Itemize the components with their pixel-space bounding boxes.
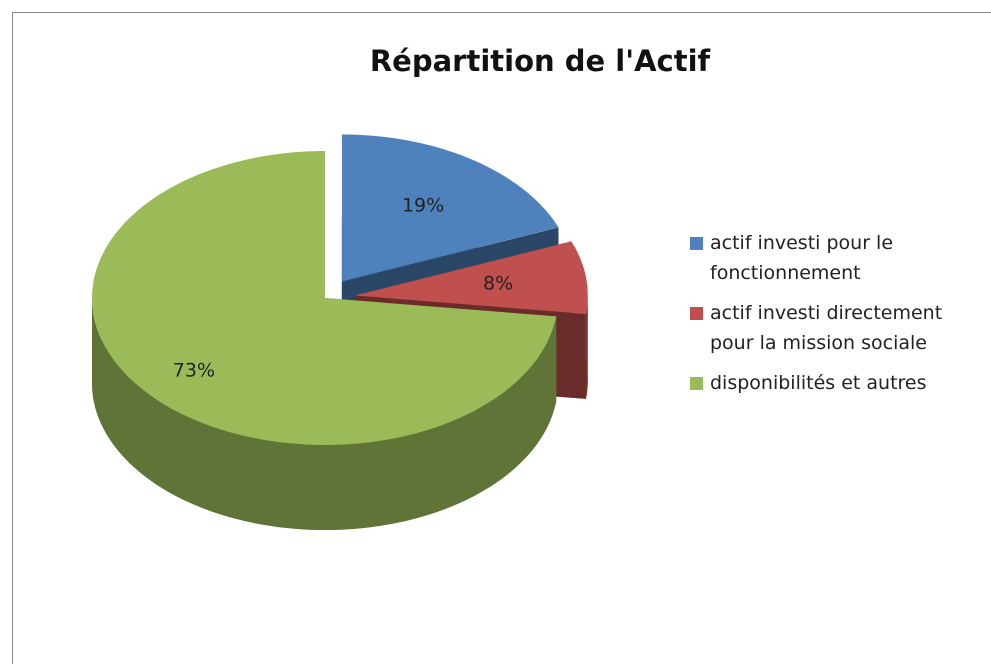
data-label: 19%	[402, 195, 444, 217]
legend-item: actif investi directement pour la missio…	[690, 298, 980, 358]
data-label: 73%	[173, 359, 215, 381]
legend-swatch	[690, 307, 703, 320]
slice-outer-wall	[585, 295, 588, 399]
legend-label: actif investi directement pour la missio…	[710, 302, 943, 354]
data-label: 8%	[483, 273, 513, 295]
legend-swatch	[690, 237, 703, 250]
legend-label: actif investi pour le fonctionnement	[710, 232, 894, 284]
legend-item: actif investi pour le fonctionnement	[690, 228, 980, 288]
slice	[92, 151, 557, 445]
legend-label: disponibilités et autres	[710, 372, 927, 394]
legend: actif investi pour le fonctionnement acti…	[690, 228, 980, 408]
slice	[354, 241, 588, 314]
legend-swatch	[690, 377, 703, 390]
slice-outer-wall	[92, 298, 557, 530]
legend-item: disponibilités et autres	[690, 368, 980, 398]
chart-title: Répartition de l'Actif	[370, 44, 711, 78]
slice	[341, 134, 559, 282]
